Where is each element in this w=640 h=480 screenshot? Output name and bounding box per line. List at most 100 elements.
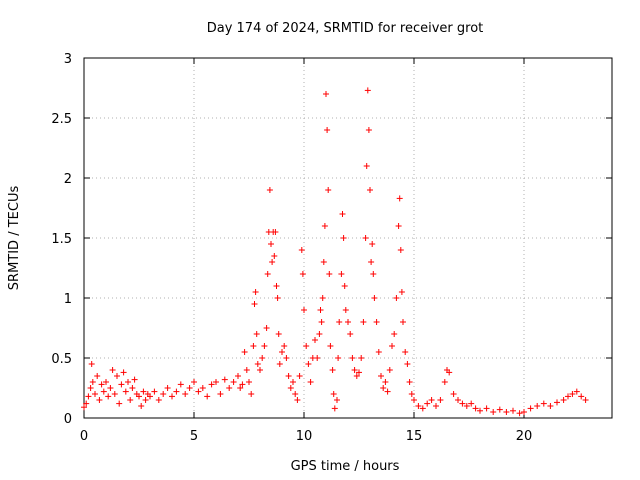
data-point [428,397,435,403]
data-point [195,388,202,395]
data-point [111,391,118,397]
data-point [331,405,338,412]
data-point [402,349,409,355]
data-point [109,367,116,373]
y-tick-label: 1.5 [51,232,72,247]
x-tick-label: 20 [516,429,533,444]
data-point [250,343,257,349]
data-point [338,271,345,277]
data-point [363,163,370,169]
data-point [199,385,206,391]
data-point [303,343,310,349]
data-point [411,397,417,403]
x-tick-label: 0 [80,429,88,444]
data-point [406,379,413,385]
data-point [341,283,348,289]
data-point [237,385,244,391]
data-point [547,403,554,409]
data-point [340,235,347,241]
data-point [554,399,560,406]
data-point [367,187,373,193]
data-point [510,407,516,414]
data-point [85,393,92,400]
data-point [94,373,101,379]
data-point [325,187,332,193]
data-point [400,319,406,325]
data-point [264,271,271,277]
data-point [92,391,98,397]
data-point [358,355,365,361]
data-point [275,331,282,337]
data-point [578,393,585,400]
data-point [503,409,510,415]
data-point [319,295,326,301]
data-point [415,403,422,409]
data-point [463,403,470,409]
data-point [169,393,175,400]
data-point [230,379,237,385]
data-point [263,325,270,331]
data-point [292,391,299,397]
data-point [496,406,503,413]
data-point [252,289,259,295]
data-point [301,307,307,313]
data-point [437,397,444,403]
data-point [395,223,402,229]
data-point [490,409,497,415]
data-point [483,405,490,412]
data-point [534,403,541,409]
data-point [368,259,375,265]
data-point [398,289,405,295]
data-point [186,385,193,391]
data-point [105,393,112,400]
data-point [353,373,360,379]
data-point [516,410,523,417]
y-tick-labels: 0 0.5 1 1.5 2 2.5 3 [51,52,72,427]
data-point [370,271,377,277]
data-point [569,391,576,397]
data-point [88,361,95,367]
data-point [283,355,290,361]
data-point [312,337,318,343]
data-point [317,307,324,313]
data-point [527,405,534,412]
data-point [521,409,527,415]
data-point [298,247,305,253]
data-point [142,397,149,403]
x-tick-labels: 0 5 10 15 20 [80,429,532,444]
data-point [433,403,439,409]
data-point [287,385,294,391]
data-point [364,87,371,94]
data-point [334,397,340,403]
data-point [318,319,325,325]
data-point [87,385,94,391]
data-point [173,388,180,395]
data-point [375,349,382,355]
data-point [573,388,580,395]
data-point [472,405,479,412]
data-point [336,319,343,325]
data-point [140,388,147,395]
data-point [380,385,387,391]
data-point [362,235,369,241]
data-point [261,343,268,349]
data-point [356,369,362,376]
data-point [182,391,189,397]
y-tick-label: 0 [64,412,72,427]
data-point [365,127,372,133]
data-point [103,379,109,385]
data-point [314,355,321,361]
data-point [253,331,260,337]
data-point [257,367,263,373]
data-point [136,393,142,400]
data-point [386,367,393,373]
data-point [349,355,356,361]
data-point [389,343,395,349]
data-point [100,388,107,395]
data-point [274,295,281,301]
data-point [276,361,283,367]
y-tick-label: 2 [64,172,72,187]
data-point [326,271,333,277]
data-point [81,404,87,411]
data-point [299,271,306,277]
